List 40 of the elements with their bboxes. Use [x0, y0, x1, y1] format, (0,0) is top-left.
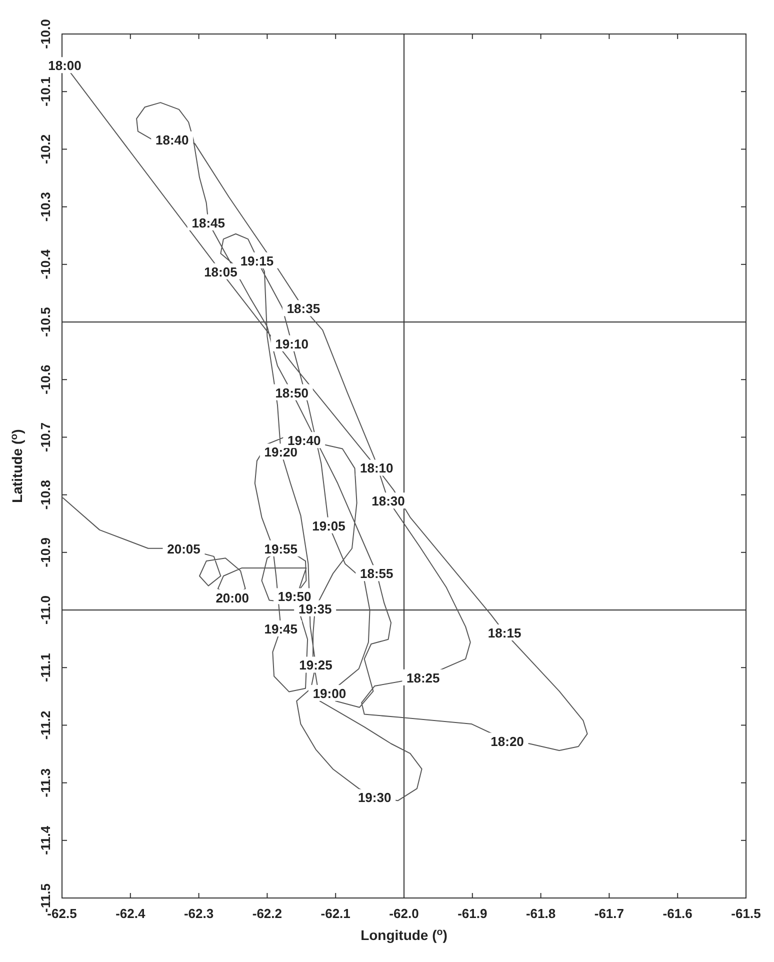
y-tick-label: -11.4: [38, 825, 53, 855]
annotation: 18:10: [360, 460, 394, 476]
y-tick-label: -10.9: [38, 538, 53, 568]
annotation: 18:15: [488, 625, 522, 640]
y-tick-label: -10.0: [38, 19, 53, 49]
annotation: 19:45: [264, 621, 298, 636]
x-tick-label: -62.2: [252, 906, 282, 921]
y-tick-label: -10.2: [38, 134, 53, 164]
x-tick-label: -62.1: [320, 906, 350, 921]
annotation: 18:55: [360, 566, 394, 582]
x-axis-title: Longitude ($^{o}$): [360, 926, 448, 943]
x-tick-label: -61.9: [458, 906, 488, 921]
y-tick-label: -10.3: [38, 192, 53, 222]
annotation: 18:35: [286, 301, 320, 316]
annotation: 18:45: [192, 215, 225, 230]
y-tick-label: -10.8: [38, 480, 53, 510]
y-tick-label: -11.1: [38, 653, 53, 682]
x-tick-label: -62.4: [116, 906, 146, 921]
x-tick-label: -61.6: [662, 906, 692, 921]
y-tick-label: -11.3: [38, 768, 53, 798]
annotation: 19:30: [358, 790, 392, 806]
x-tick-label: -61.5: [731, 906, 761, 921]
annotation: 18:20: [490, 734, 524, 749]
y-tick-label: -11.2: [38, 710, 53, 740]
x-tick-label: -62.0: [389, 906, 419, 921]
annotation: 20:05: [167, 541, 200, 556]
y-tick-label: -10.1: [38, 76, 53, 106]
annotation: 19:20: [264, 444, 298, 460]
x-tick-label: -61.8: [526, 906, 556, 921]
x-tick-label: -61.7: [594, 906, 624, 921]
y-tick-label: -10.5: [38, 307, 53, 337]
y-tick-label: -11.0: [38, 596, 53, 624]
annotation: 18:00: [48, 58, 82, 74]
y-tick-label: -10.7: [38, 422, 53, 452]
annotation: 19:55: [264, 541, 298, 556]
annotation: 19:05: [312, 518, 346, 534]
y-tick-label: -10.6: [38, 364, 53, 394]
x-tick-label: -62.3: [184, 906, 214, 921]
y-tick-label: -10.4: [38, 248, 53, 280]
annotation: 20:00: [216, 590, 249, 606]
